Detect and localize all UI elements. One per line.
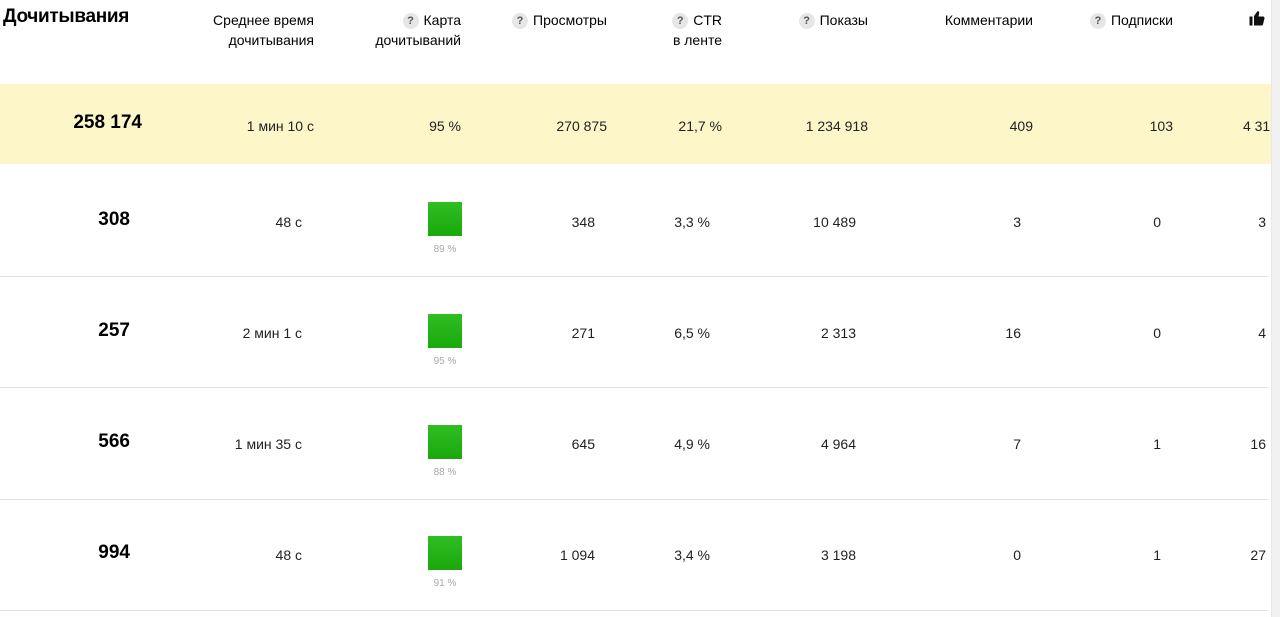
cell-subscriptions: 1 bbox=[1153, 547, 1161, 563]
cell-avg-time: 1 мин 35 с bbox=[234, 436, 302, 452]
help-icon[interactable]: ? bbox=[1089, 13, 1106, 29]
read-map-label: 88 % bbox=[433, 467, 457, 478]
cell-ctr: 3,3 % bbox=[674, 214, 710, 230]
header-impressions-label: Показы bbox=[819, 12, 868, 28]
cell-views: 271 bbox=[571, 325, 595, 341]
read-map-label: 89 % bbox=[433, 244, 457, 255]
cell-views: 270 875 bbox=[556, 118, 607, 134]
cell-views: 1 094 bbox=[559, 547, 595, 563]
help-icon[interactable]: ? bbox=[402, 13, 419, 29]
read-map-bar bbox=[428, 536, 462, 570]
header-views[interactable]: ? Просмотры bbox=[512, 10, 607, 30]
header-ctr-line2: в ленте bbox=[672, 32, 722, 48]
header-reads[interactable]: Дочитывания bbox=[3, 6, 130, 27]
header-ctr-line1: CTR bbox=[693, 12, 722, 28]
table-header: Дочитывания Среднее время дочитывания ? К… bbox=[0, 0, 1280, 84]
cell-subscriptions: 0 bbox=[1153, 325, 1161, 341]
header-subscriptions-label: Подписки bbox=[1110, 12, 1173, 28]
cell-subscriptions: 1 bbox=[1153, 436, 1161, 452]
cell-ctr: 4,9 % bbox=[674, 436, 710, 452]
vertical-scrollbar[interactable] bbox=[1271, 0, 1280, 617]
cell-views: 348 bbox=[571, 214, 595, 230]
header-comments[interactable]: Комментарии bbox=[944, 12, 1033, 28]
cell-avg-time: 48 с bbox=[275, 547, 302, 563]
header-read-map-line2: дочитываний bbox=[375, 32, 461, 48]
header-ctr[interactable]: ? CTR в ленте bbox=[672, 10, 722, 50]
table-row[interactable]: 257 2 мин 1 с 95 % 271 6,5 % 2 313 16 0 … bbox=[0, 277, 1268, 388]
table-row[interactable]: 566 1 мин 35 с 88 % 645 4,9 % 4 964 7 1 … bbox=[0, 388, 1268, 500]
header-subscriptions[interactable]: ? Подписки bbox=[1089, 10, 1173, 30]
cell-reads: 308 bbox=[98, 209, 130, 230]
header-avg-time-line2: дочитывания bbox=[228, 32, 314, 48]
cell-impressions: 4 964 bbox=[820, 436, 856, 452]
table-row-total: 258 174 1 мин 10 с 95 % 270 875 21,7 % 1… bbox=[0, 84, 1280, 164]
read-map-label: 91 % bbox=[433, 578, 457, 589]
header-avg-time[interactable]: Среднее время дочитывания bbox=[213, 10, 314, 50]
cell-impressions: 10 489 bbox=[813, 214, 856, 230]
cell-reads: 994 bbox=[98, 542, 130, 563]
cell-reads: 566 bbox=[98, 431, 130, 452]
cell-read-map: 95 % bbox=[429, 118, 461, 134]
table-row[interactable]: 308 48 с 89 % 348 3,3 % 10 489 3 0 3 bbox=[0, 164, 1268, 277]
header-read-map[interactable]: ? Карта дочитываний bbox=[375, 10, 461, 50]
cell-likes: 4 bbox=[1258, 325, 1266, 341]
help-icon[interactable]: ? bbox=[512, 13, 528, 29]
cell-likes: 27 bbox=[1250, 547, 1266, 563]
cell-comments: 16 bbox=[1005, 325, 1021, 341]
read-map-bar bbox=[428, 202, 462, 236]
help-icon[interactable]: ? bbox=[798, 13, 815, 29]
read-map-bar bbox=[428, 314, 462, 348]
cell-ctr: 3,4 % bbox=[674, 547, 710, 563]
header-avg-time-line1: Среднее время bbox=[213, 12, 314, 28]
header-read-map-line1: Карта bbox=[423, 12, 461, 28]
thumbs-up-icon[interactable] bbox=[1248, 9, 1266, 27]
header-views-label: Просмотры bbox=[533, 12, 607, 28]
cell-reads: 258 174 bbox=[73, 112, 142, 133]
cell-impressions: 2 313 bbox=[820, 325, 856, 341]
cell-impressions: 3 198 bbox=[820, 547, 856, 563]
cell-comments: 409 bbox=[1009, 118, 1033, 134]
read-map-bar bbox=[428, 425, 462, 459]
cell-views: 645 bbox=[571, 436, 595, 452]
cell-likes: 3 bbox=[1258, 214, 1266, 230]
cell-ctr: 21,7 % bbox=[678, 118, 722, 134]
cell-ctr: 6,5 % bbox=[674, 325, 710, 341]
cell-subscriptions: 103 bbox=[1149, 118, 1173, 134]
header-impressions[interactable]: ? Показы bbox=[798, 10, 868, 30]
cell-subscriptions: 0 bbox=[1153, 214, 1161, 230]
cell-avg-time: 48 с bbox=[275, 214, 302, 230]
cell-likes: 4 316 bbox=[1242, 118, 1278, 134]
cell-avg-time: 2 мин 1 с bbox=[242, 325, 302, 341]
cell-comments: 0 bbox=[1013, 547, 1021, 563]
cell-avg-time: 1 мин 10 с bbox=[246, 118, 314, 134]
table-row[interactable]: 994 48 с 91 % 1 094 3,4 % 3 198 0 1 27 bbox=[0, 500, 1268, 611]
cell-comments: 3 bbox=[1013, 214, 1021, 230]
cell-impressions: 1 234 918 bbox=[805, 118, 868, 134]
read-map-label: 95 % bbox=[433, 356, 457, 367]
cell-comments: 7 bbox=[1013, 436, 1021, 452]
cell-reads: 257 bbox=[98, 320, 130, 341]
help-icon[interactable]: ? bbox=[672, 13, 689, 29]
cell-likes: 16 bbox=[1250, 436, 1266, 452]
